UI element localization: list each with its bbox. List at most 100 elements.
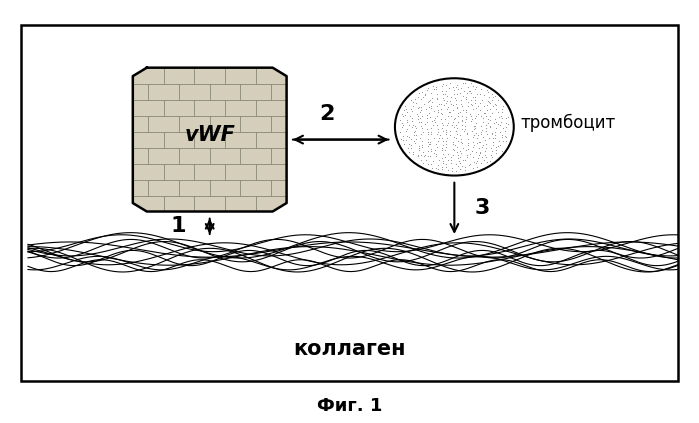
Point xyxy=(441,121,452,128)
Point xyxy=(436,134,447,141)
Point xyxy=(450,168,461,174)
Point xyxy=(459,167,470,174)
Point xyxy=(478,102,489,109)
Point xyxy=(416,142,427,148)
Point xyxy=(407,98,418,105)
Point xyxy=(468,158,480,165)
Point xyxy=(448,146,459,153)
Point xyxy=(467,144,478,151)
Text: коллаген: коллаген xyxy=(294,339,405,359)
Point xyxy=(487,148,498,155)
Point xyxy=(466,147,477,154)
Point xyxy=(462,139,473,146)
Point xyxy=(452,137,463,144)
Point xyxy=(467,83,478,90)
Point xyxy=(438,151,449,158)
Point xyxy=(426,165,438,171)
Point xyxy=(401,109,412,116)
Point xyxy=(411,100,422,107)
Point xyxy=(448,86,459,93)
Point xyxy=(477,154,488,161)
Point xyxy=(412,152,424,159)
Point xyxy=(473,102,484,109)
Point xyxy=(450,128,461,135)
Point xyxy=(472,158,483,165)
Point xyxy=(415,152,426,159)
Point xyxy=(402,119,413,126)
Point xyxy=(482,107,493,114)
Point xyxy=(396,110,408,117)
Point xyxy=(436,83,447,90)
Point xyxy=(490,150,501,157)
Point xyxy=(457,126,468,132)
Point xyxy=(417,137,428,144)
Point xyxy=(427,122,438,129)
Point xyxy=(456,100,467,107)
Point xyxy=(452,113,463,120)
Point xyxy=(431,164,442,171)
Point xyxy=(424,104,435,110)
Bar xyxy=(133,68,287,212)
Point xyxy=(484,105,496,112)
Point xyxy=(460,106,471,113)
Point xyxy=(469,97,480,104)
Point xyxy=(456,163,468,170)
Point xyxy=(445,112,456,119)
Point xyxy=(480,137,491,144)
Point xyxy=(457,93,468,100)
Point xyxy=(403,121,415,128)
Point xyxy=(493,142,504,149)
Point xyxy=(425,113,436,120)
Point xyxy=(415,104,426,110)
Point xyxy=(449,114,461,121)
Point xyxy=(415,115,426,122)
Point xyxy=(476,86,487,93)
Point xyxy=(418,159,429,166)
Point xyxy=(442,151,454,158)
Point xyxy=(421,115,433,122)
Point xyxy=(440,129,452,135)
Point xyxy=(440,126,452,133)
Point xyxy=(420,157,431,164)
Point xyxy=(473,145,484,151)
Point xyxy=(418,153,429,159)
Point xyxy=(412,93,424,100)
Point xyxy=(445,127,456,134)
Point xyxy=(470,129,482,136)
Point xyxy=(397,133,408,140)
Point xyxy=(447,106,459,113)
Point xyxy=(460,164,471,170)
Point xyxy=(408,148,419,155)
Point xyxy=(440,153,451,160)
Point xyxy=(433,101,445,107)
Point xyxy=(452,86,463,93)
Point xyxy=(475,160,487,167)
Point xyxy=(484,122,495,129)
Point xyxy=(498,125,509,132)
Point xyxy=(452,148,463,155)
Point xyxy=(424,153,435,159)
Point xyxy=(464,151,475,157)
Point xyxy=(449,142,461,148)
Point xyxy=(436,163,447,170)
Point xyxy=(431,96,442,103)
Point xyxy=(423,147,434,154)
Point xyxy=(442,157,454,163)
Point xyxy=(408,151,419,157)
Point xyxy=(410,125,421,132)
Point xyxy=(456,102,468,109)
Point xyxy=(405,113,416,119)
Point xyxy=(477,143,488,150)
Point xyxy=(483,94,494,101)
Point xyxy=(456,139,467,146)
Point xyxy=(469,125,480,132)
Point xyxy=(490,125,501,132)
Point xyxy=(460,79,471,86)
Point xyxy=(460,157,471,164)
Point xyxy=(480,124,491,131)
Point xyxy=(401,127,412,134)
Point xyxy=(471,135,482,141)
Point xyxy=(468,138,479,145)
Point xyxy=(461,115,472,122)
Point xyxy=(430,146,441,153)
